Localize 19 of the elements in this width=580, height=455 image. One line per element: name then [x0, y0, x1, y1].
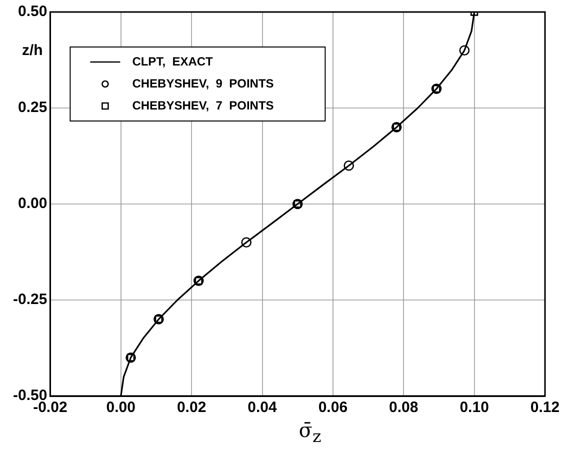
- y-tick-label: 0.50: [18, 3, 48, 20]
- y-tick-label: 0.25: [18, 99, 48, 116]
- point: [344, 160, 354, 171]
- x-tick-label: 0.10: [460, 399, 489, 416]
- point: [459, 45, 470, 56]
- x-tick-label: 0.02: [176, 399, 206, 416]
- y-tick-label: -0.25: [12, 291, 48, 308]
- legend-label: CHEBYSHEV, 7 POINTS: [132, 98, 274, 112]
- x-tick-label: 0.04: [248, 399, 278, 416]
- legend-label: CHEBYSHEV, 9 POINTS: [132, 76, 274, 90]
- legend-label: CLPT, EXACT: [132, 54, 214, 68]
- x-tick-label: 0.12: [530, 399, 560, 416]
- x-tick-label: 0.08: [389, 399, 418, 416]
- y-axis-title: z/h: [22, 42, 43, 59]
- x-axis-title: σ̄$_{z}$: [298, 418, 322, 446]
- point: [241, 237, 252, 248]
- x-tick-label: 0.00: [106, 399, 136, 416]
- x-tick-label: 0.06: [318, 399, 348, 416]
- y-tick-label: 0.00: [18, 195, 48, 212]
